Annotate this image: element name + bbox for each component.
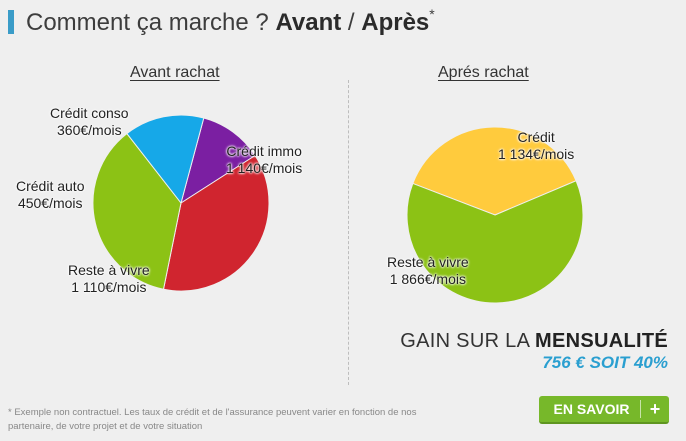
pie-slice-cr-dit-auto: [126, 114, 205, 205]
pie-slice-cr-dit: [412, 126, 577, 216]
pie-slice-reste-vivre: [92, 132, 182, 290]
pie-before: [92, 114, 270, 292]
chart-divider: [348, 80, 349, 385]
pie-after: [406, 126, 584, 304]
slice-label-credit-immo: Crédit immo 1 140€/mois: [226, 143, 303, 176]
gain-summary: GAIN SUR LA MENSUALITÉ 756 € SOIT 40%: [400, 330, 668, 373]
title-asterisk: *: [429, 5, 435, 22]
button-separator: [640, 400, 641, 418]
title-after: Après: [361, 8, 430, 36]
title-prefix: Comment ça marche ?: [26, 8, 269, 36]
page-title: Comment ça marche ? Avant / Après*: [26, 5, 435, 37]
pie-slice-cr-dit-immo: [162, 154, 270, 292]
title-before: Avant: [275, 8, 342, 36]
slice-label-credit: Crédit 1 134€/mois: [498, 129, 575, 162]
slice-label-reste-a-vivre-after: Reste à vivre 1 866€/mois: [387, 254, 469, 287]
slice-label-credit-auto: Crédit auto 450€/mois: [16, 178, 85, 211]
gain-amount: 756 € SOIT 40%: [542, 353, 668, 372]
disclaimer-footnote: * Exemple non contractuel. Les taux de c…: [8, 407, 417, 432]
pie-slice-reste-vivre: [406, 180, 584, 304]
gain-heading: GAIN SUR LA MENSUALITÉ: [400, 330, 668, 352]
pie-slice-cr-dit-conso: [180, 117, 256, 205]
chart-title-before: Avant rachat: [130, 64, 220, 81]
title-accent-bar: [8, 10, 14, 34]
page-header: Comment ça marche ? Avant / Après*: [8, 6, 668, 38]
en-savoir-label: EN SAVOIR: [553, 401, 630, 417]
en-savoir-button[interactable]: EN SAVOIR +: [539, 396, 669, 424]
title-separator: /: [347, 8, 355, 36]
slice-label-reste-a-vivre-before: Reste à vivre 1 110€/mois: [68, 262, 150, 295]
chart-title-after: Aprés rachat: [438, 64, 529, 81]
plus-icon: +: [649, 399, 661, 419]
slice-label-credit-conso: Crédit conso 360€/mois: [50, 105, 129, 138]
